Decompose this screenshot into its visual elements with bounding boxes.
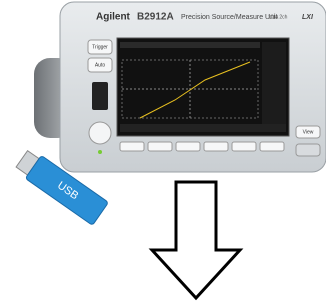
button-label: View xyxy=(303,129,314,135)
spec: 10fA 2ch xyxy=(268,14,288,20)
soft-key[interactable] xyxy=(120,142,144,151)
soft-key[interactable] xyxy=(204,142,228,151)
screen-menu xyxy=(262,42,286,132)
brand: Agilent xyxy=(96,12,131,23)
soft-key[interactable] xyxy=(176,142,200,151)
button[interactable] xyxy=(296,144,320,156)
badge: LXI xyxy=(302,14,314,21)
soft-key[interactable] xyxy=(232,142,256,151)
illustration: Agilent B2912A Precision Source/Measure … xyxy=(0,0,326,304)
power-led xyxy=(98,150,102,154)
down-arrow xyxy=(152,182,240,298)
page: {"header": {"brand": "Agilent", "model":… xyxy=(0,0,326,304)
screen-footer xyxy=(120,124,286,132)
subtitle: Precision Source/Measure Unit xyxy=(181,14,278,21)
soft-key[interactable] xyxy=(260,142,284,151)
power-button[interactable] xyxy=(89,122,111,144)
soft-key[interactable] xyxy=(148,142,172,151)
usb-port xyxy=(92,82,108,110)
button-label: Auto xyxy=(95,62,106,68)
model: B2912A xyxy=(137,12,174,23)
button-label: Trigger xyxy=(92,44,108,50)
screen-header xyxy=(120,42,260,48)
